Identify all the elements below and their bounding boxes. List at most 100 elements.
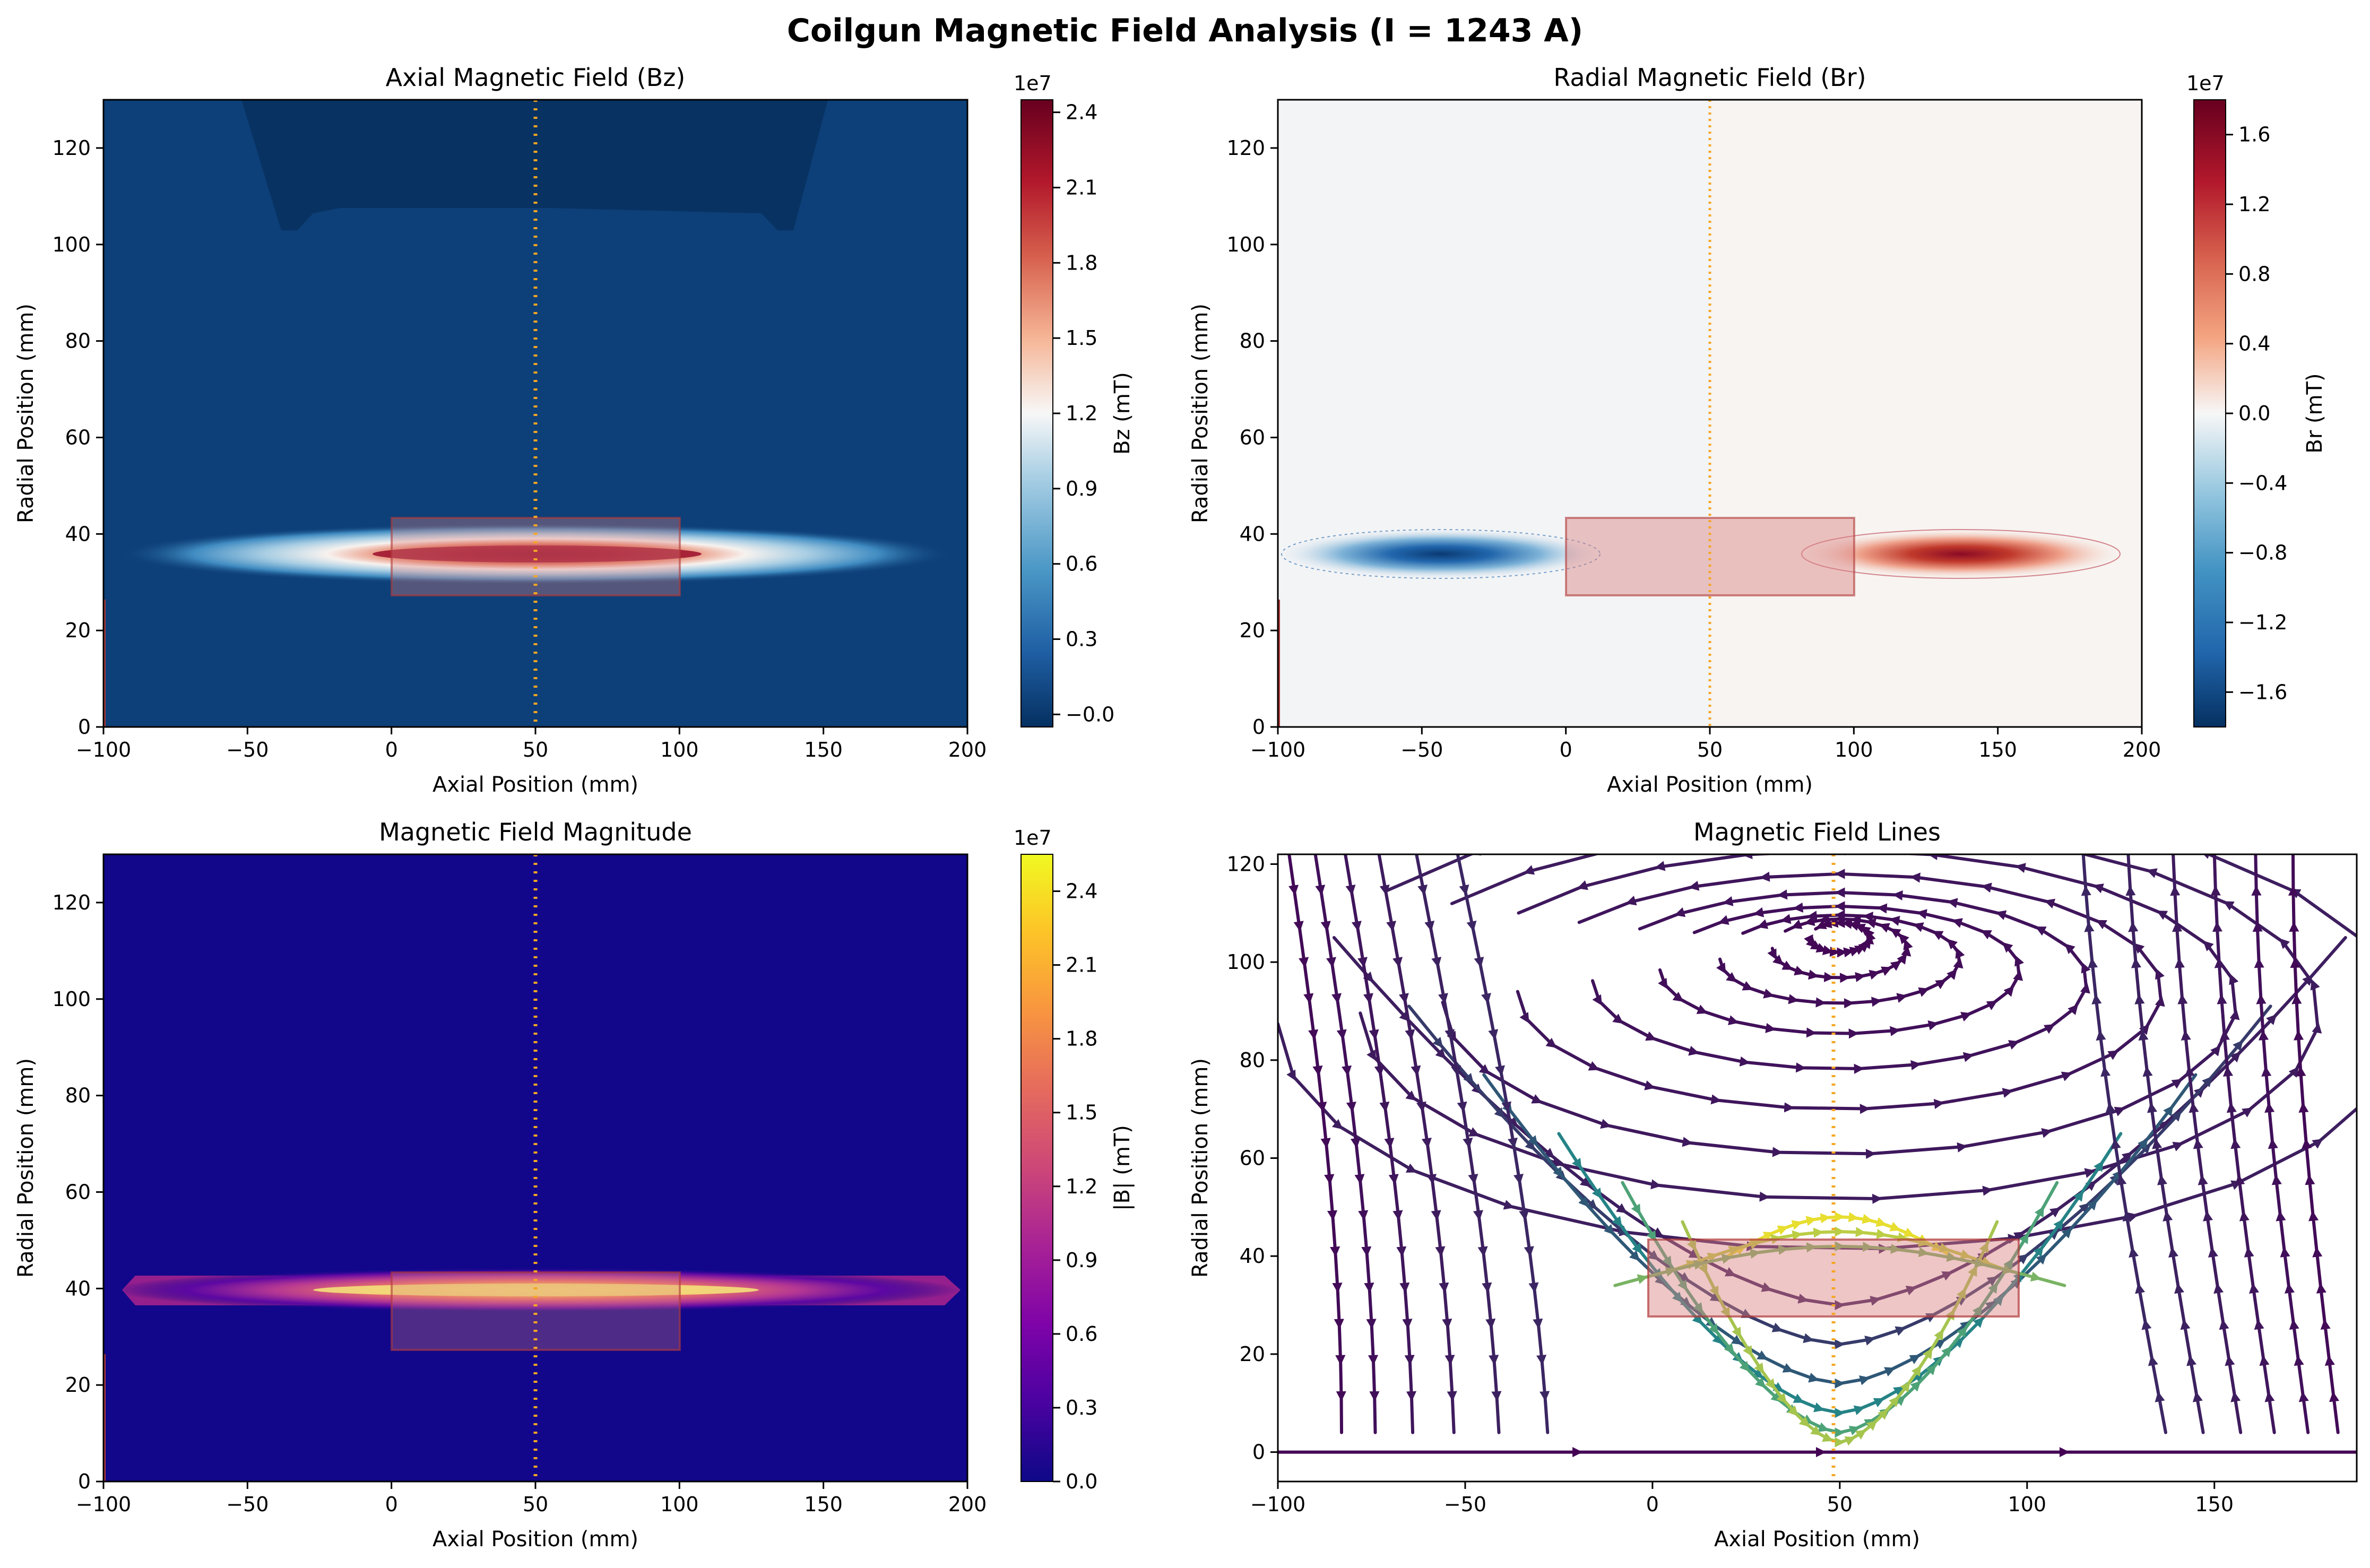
bz-dark-band — [241, 100, 828, 230]
br-xtick-label: −100 — [1250, 738, 1305, 761]
bz-colorbar-tick-label: 0.6 — [1066, 552, 1097, 576]
br-colorbar-tick-label: −0.8 — [2238, 541, 2287, 565]
bz-ylabel: Radial Position (mm) — [14, 304, 38, 523]
bmag-colorbar-tick-label: 1.8 — [1066, 1027, 1097, 1051]
br-colorbar-tick-label: 0.8 — [2238, 262, 2270, 285]
br-xtick-label: 100 — [1835, 738, 1873, 761]
bz-xtick-label: 150 — [804, 738, 843, 761]
br-ytick-label: 0 — [1252, 715, 1265, 739]
bmag-ytick-label: 100 — [52, 987, 91, 1011]
br-colorbar-tick-label: −1.2 — [2238, 611, 2287, 634]
bmag-background — [103, 854, 967, 1482]
br-y-ticks: 0 20 40 60 80 100 120 — [1226, 136, 1278, 739]
bz-ytick-label: 0 — [78, 715, 91, 739]
lines-xtick-label: 50 — [1827, 1493, 1853, 1516]
br-colorbar-tick-label: −0.4 — [2238, 471, 2287, 495]
br-xtick-label: 200 — [2123, 738, 2161, 761]
br-colorbar-tick-label: −1.6 — [2238, 680, 2287, 704]
br-ytick-label: 80 — [1240, 330, 1265, 353]
br-colorbar — [2193, 99, 2226, 727]
bz-ytick-label: 80 — [65, 330, 91, 353]
br-ytick-label: 20 — [1240, 619, 1265, 642]
bmag-colorbar-tick-label: 2.1 — [1066, 954, 1097, 977]
bmag-xtick-label: 100 — [660, 1493, 699, 1516]
br-ytick-label: 60 — [1240, 426, 1265, 449]
bmag-xtick-label: 50 — [523, 1493, 548, 1516]
bz-colorbar — [1020, 99, 1053, 727]
lines-title: Magnetic Field Lines — [1693, 818, 1941, 846]
lines-ytick-label: 0 — [1252, 1441, 1265, 1464]
bmag-colorbar-tick-label: 0.6 — [1066, 1322, 1097, 1346]
br-background-right — [1710, 100, 2142, 727]
bmag-xlabel: Axial Position (mm) — [433, 1527, 638, 1552]
br-xtick-label: 0 — [1560, 738, 1572, 761]
bmag-colorbar-tick-label: 2.4 — [1066, 880, 1097, 903]
lines-axes-frame — [1277, 853, 2358, 1483]
br-colorbar-tick-label: 0.4 — [2238, 332, 2270, 356]
bz-coil — [391, 517, 681, 596]
bz-xtick-label: 0 — [385, 738, 398, 761]
br-xlabel: Axial Position (mm) — [1607, 773, 1813, 797]
bmag-ytick-label: 80 — [65, 1084, 91, 1107]
streamline-core — [1681, 1220, 1999, 1448]
bz-title: Axial Magnetic Field (Bz) — [386, 63, 686, 92]
lines-xtick-label: 100 — [2008, 1493, 2047, 1516]
bz-y-ticks: 0 20 40 60 80 100 120 — [52, 136, 103, 739]
bmag-ytick-label: 120 — [52, 891, 91, 914]
bmag-panel: Magnetic Field Magnitude −100 −50 0 50 100 15… — [14, 818, 1135, 1552]
bz-colorbar-tick-label: 2.1 — [1066, 176, 1097, 199]
bmag-colorbar-tick-label: 1.5 — [1066, 1101, 1097, 1124]
streamline-right — [2081, 854, 2167, 1434]
br-ytick-label: 40 — [1240, 522, 1265, 545]
lines-y-ticks: 0 20 40 60 80 100 120 — [1226, 852, 1278, 1464]
br-negative-contour — [1281, 529, 1601, 579]
bmag-colorbar-tick-label: 0.3 — [1066, 1396, 1097, 1419]
lines-ytick-label: 80 — [1240, 1049, 1265, 1072]
br-positive-contour — [1801, 529, 2121, 579]
bmag-colorbar-label: |B| (mT) — [1110, 1125, 1135, 1211]
bmag-xtick-label: −100 — [76, 1493, 131, 1516]
lines-coil — [1647, 1238, 2020, 1318]
br-xtick-label: 150 — [1978, 738, 2017, 761]
br-colorbar-scale: 1e7 — [2186, 72, 2225, 95]
bmag-field-core — [313, 1284, 759, 1296]
bmag-xtick-label: −50 — [226, 1493, 269, 1516]
br-background-left — [1278, 100, 1710, 727]
bz-colorbar-ticks: −0.0 0.3 0.6 0.9 1.2 1.5 1.8 2.1 2.4 — [1053, 101, 1114, 726]
bz-xtick-label: 50 — [523, 738, 548, 761]
br-ytick-label: 120 — [1226, 136, 1265, 160]
lines-panel: Magnetic Field Lines −100 −50 0 50 100 150 0 2… — [1188, 818, 2358, 1552]
lines-ytick-label: 120 — [1226, 852, 1265, 876]
br-colorbar-tick-label: 1.2 — [2238, 193, 2270, 216]
bz-ytick-label: 40 — [65, 522, 91, 545]
bmag-xtick-label: 150 — [804, 1493, 843, 1516]
bz-field-core — [373, 545, 702, 562]
br-colorbar-tick-label: 0.0 — [2238, 402, 2270, 425]
br-colorbar-tick-label: 1.6 — [2238, 123, 2270, 146]
streamline-inner — [1613, 1241, 2066, 1287]
bz-xlabel: Axial Position (mm) — [433, 773, 638, 797]
lines-x-ticks: −100 −50 0 50 100 150 — [1250, 1482, 2234, 1516]
lines-xtick-label: 150 — [2195, 1493, 2234, 1516]
lines-ytick-label: 40 — [1240, 1244, 1265, 1268]
bz-colorbar-tick-label: 1.5 — [1066, 326, 1097, 350]
bz-colorbar-tick-label: 0.3 — [1066, 628, 1097, 651]
bz-colorbar-scale: 1e7 — [1014, 72, 1052, 95]
br-panel: Radial Magnetic Field (Br) −100 −50 0 50 100… — [1188, 63, 2327, 797]
bz-ytick-label: 100 — [52, 233, 91, 256]
bmag-coil — [391, 1271, 681, 1351]
br-coil — [1565, 517, 1855, 596]
lines-xlabel: Axial Position (mm) — [1714, 1527, 1920, 1552]
bz-colorbar-tick-label: 2.4 — [1066, 101, 1097, 124]
lines-ylabel: Radial Position (mm) — [1188, 1058, 1213, 1278]
bz-colorbar-tick-label: −0.0 — [1066, 703, 1114, 726]
bmag-colorbar — [1020, 854, 1053, 1482]
streamline-left — [1456, 854, 1550, 1434]
bz-colorbar-tick-label: 1.2 — [1066, 402, 1097, 425]
bz-ytick-label: 20 — [65, 619, 91, 642]
br-negative-lobe — [1278, 529, 1608, 579]
lines-ytick-label: 20 — [1240, 1342, 1265, 1366]
br-xtick-label: −50 — [1400, 738, 1443, 761]
br-colorbar-label: Br (mT) — [2303, 373, 2327, 453]
bz-panel: Axial Magnetic Field (Bz) −100 −50 0 50 100 1… — [14, 63, 1135, 797]
